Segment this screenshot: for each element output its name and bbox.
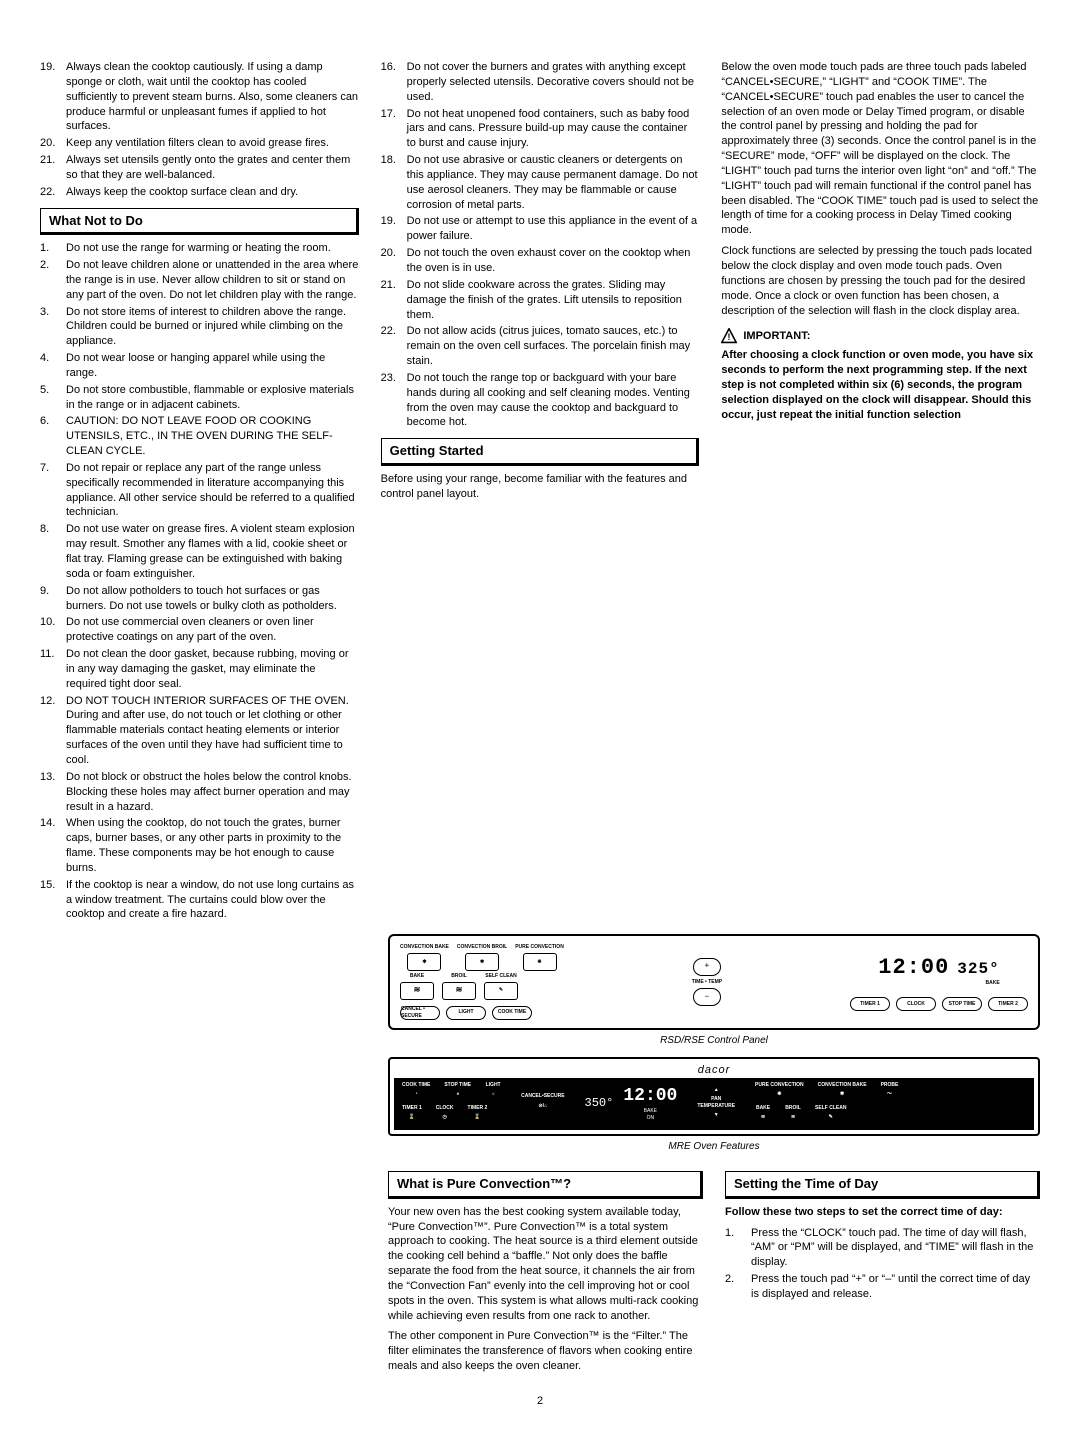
panel2-caption: MRE Oven Features <box>388 1140 1040 1154</box>
header-set-time: Setting the Time of Day <box>725 1171 1040 1199</box>
top-columns: 19.Always clean the cooktop cautiously. … <box>40 60 1040 924</box>
list-continued-c: 16.Do not cover the burners and grates w… <box>381 60 700 430</box>
list-item: 20.Do not touch the oven exhaust cover o… <box>381 246 700 276</box>
list-item: 8.Do not use water on grease fires. A vi… <box>40 522 359 581</box>
list-item: 19.Always clean the cooktop cautiously. … <box>40 60 359 134</box>
column-3: Below the oven mode touch pads are three… <box>721 60 1040 924</box>
list-item: 11.Do not clean the door gasket, because… <box>40 647 359 692</box>
p2-item: TIMER 2⌛ <box>468 1105 488 1124</box>
important-text: After choosing a clock function or oven … <box>721 348 1040 422</box>
list-item: 1.Press the “CLOCK” touch pad. The time … <box>725 1226 1040 1271</box>
list-item: 21.Do not slide cookware across the grat… <box>381 278 700 323</box>
p1-btn-bake: BAKE <box>410 973 424 980</box>
list-item: 10.Do not use commercial oven cleaners o… <box>40 615 359 645</box>
p2-clock: 12:00 <box>623 1084 677 1108</box>
p2-item: PROBE〜 <box>881 1082 899 1101</box>
p1-btn-convbake: CONVECTION BAKE <box>400 944 449 951</box>
list-item: 6.CAUTION: DO NOT LEAVE FOOD OR COOKING … <box>40 414 359 459</box>
list-item: 4.Do not wear loose or hanging apparel w… <box>40 351 359 381</box>
important-row: ! IMPORTANT: <box>721 328 1040 344</box>
p1-btn-pureconv: PURE CONVECTION <box>515 944 564 951</box>
column-2: 16.Do not cover the burners and grates w… <box>381 60 700 924</box>
col3-p1: Below the oven mode touch pads are three… <box>721 60 1040 238</box>
warning-icon: ! <box>721 328 737 344</box>
p2-item: SELF CLEAN✎ <box>815 1105 846 1124</box>
p2-item: LIGHT☼ <box>485 1082 501 1101</box>
list-item: 23.Do not touch the range top or backgua… <box>381 371 700 430</box>
list-item: 22.Do not allow acids (citrus juices, to… <box>381 324 700 369</box>
list-item: 21.Always set utensils gently onto the g… <box>40 153 359 183</box>
list-item: 2.Do not leave children alone or unatten… <box>40 258 359 303</box>
p2-cancel: CANCEL•SECURE <box>521 1093 564 1100</box>
p1-oval-clock: CLOCK <box>896 997 936 1011</box>
p1-oval-t1: TIMER 1 <box>850 997 890 1011</box>
pure-conv-p1: Your new oven has the best cooking syste… <box>388 1205 703 1324</box>
p1-btn-convbroil: CONVECTION BROIL <box>457 944 507 951</box>
p2-item: TIMER 1⌛ <box>402 1105 422 1124</box>
p2-item: BAKE≋ <box>755 1105 771 1124</box>
p2-item: COOK TIME◔ <box>402 1082 430 1101</box>
list-item: 3.Do not store items of interest to chil… <box>40 305 359 350</box>
p1-clock: 12:00 <box>878 953 949 983</box>
list-item: 15.If the cooktop is near a window, do n… <box>40 878 359 923</box>
list-item: 14.When using the cooktop, do not touch … <box>40 816 359 875</box>
svg-text:!: ! <box>728 332 731 342</box>
control-panel-1: CONVECTION BAKE✱ CONVECTION BROIL✱ PURE … <box>388 934 1040 1030</box>
p2-bakeon: BAKE ON <box>644 1108 657 1122</box>
column-1: 19.Always clean the cooktop cautiously. … <box>40 60 359 924</box>
p1-oval-light: LIGHT <box>446 1006 486 1020</box>
list-item: 2.Press the touch pad “+” or “–” until t… <box>725 1272 1040 1302</box>
list-item: 13.Do not block or obstruct the holes be… <box>40 770 359 815</box>
p1-btn-selfclean: SELF CLEAN <box>485 973 516 980</box>
p1-oval-t2: TIMER 2 <box>988 997 1028 1011</box>
page-number: 2 <box>40 1394 1040 1409</box>
p2-item: STOP TIME◕ <box>444 1082 471 1101</box>
col3-p2: Clock functions are selected by pressing… <box>721 244 1040 318</box>
list-item: 16.Do not cover the burners and grates w… <box>381 60 700 105</box>
panel2-brand: dacor <box>394 1063 1034 1078</box>
list-item: 18.Do not use abrasive or caustic cleane… <box>381 153 700 212</box>
list-item: 22.Always keep the cooktop surface clean… <box>40 185 359 200</box>
set-time-intro: Follow these two steps to set the correc… <box>725 1205 1040 1220</box>
p2-pantemp: PAN TEMPERATURE <box>697 1096 735 1110</box>
list-item: 5.Do not store combustible, flammable or… <box>40 383 359 413</box>
list-item: 19.Do not use or attempt to use this app… <box>381 214 700 244</box>
list-what-not-to-do: 1.Do not use the range for warming or he… <box>40 241 359 922</box>
p1-bake-lbl: BAKE <box>986 980 1000 987</box>
p1-temp: 325° <box>957 959 999 981</box>
p2-temp: 350° <box>585 1095 614 1111</box>
getting-started-text: Before using your range, become familiar… <box>381 472 700 502</box>
set-time-steps: 1.Press the “CLOCK” touch pad. The time … <box>725 1226 1040 1302</box>
list-item: 12.DO NOT TOUCH INTERIOR SURFACES OF THE… <box>40 694 359 768</box>
header-what-not-to-do: What Not to Do <box>40 208 359 236</box>
list-continued-a: 19.Always clean the cooktop cautiously. … <box>40 60 359 200</box>
important-label: IMPORTANT: <box>743 329 810 344</box>
control-panel-2: dacor COOK TIME◔ STOP TIME◕ LIGHT☼ TIMER 1… <box>388 1057 1040 1135</box>
p1-timetemp: TIME • TEMP <box>692 979 722 986</box>
p1-oval-stop: STOP TIME <box>942 997 982 1011</box>
list-item: 7.Do not repair or replace any part of t… <box>40 461 359 520</box>
list-item: 1.Do not use the range for warming or he… <box>40 241 359 256</box>
p1-oval-cooktime: COOK TIME <box>492 1006 532 1020</box>
list-item: 17.Do not heat unopened food containers,… <box>381 107 700 152</box>
p2-item: CLOCK◷ <box>436 1105 454 1124</box>
panel1-caption: RSD/RSE Control Panel <box>388 1034 1040 1048</box>
list-item: 9.Do not allow potholders to touch hot s… <box>40 584 359 614</box>
p2-item: PURE CONVECTION❋ <box>755 1082 804 1101</box>
lower-columns: What is Pure Convection™? Your new oven … <box>388 1163 1040 1380</box>
control-panel-1-wrap: CONVECTION BAKE✱ CONVECTION BROIL✱ PURE … <box>388 934 1040 1153</box>
p1-btn-broil: BROIL <box>451 973 467 980</box>
header-getting-started: Getting Started <box>381 438 700 466</box>
p2-item: CONVECTION BAKE✱ <box>818 1082 867 1101</box>
p1-oval-cancel: CANCEL • SECURE <box>400 1006 440 1020</box>
pure-conv-p2: The other component in Pure Convection™ … <box>388 1329 703 1374</box>
header-pure-convection: What is Pure Convection™? <box>388 1171 703 1199</box>
p2-item: BROIL≋ <box>785 1105 801 1124</box>
list-item: 20.Keep any ventilation filters clean to… <box>40 136 359 151</box>
